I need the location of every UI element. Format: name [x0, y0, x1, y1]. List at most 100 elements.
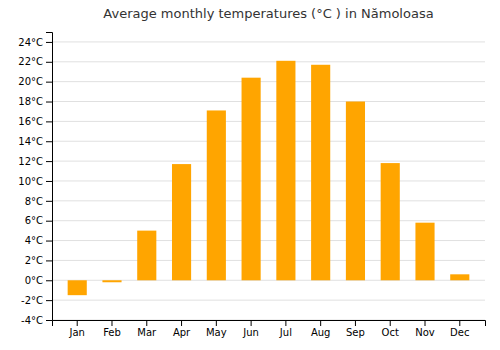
grid-line — [52, 41, 485, 42]
x-tick: Mar — [137, 320, 157, 338]
tick-mark — [181, 320, 182, 326]
tick-label: 6°C — [25, 215, 43, 226]
grid-line — [52, 161, 485, 162]
tick-label: Jan — [69, 327, 85, 338]
grid-line — [52, 121, 485, 122]
tick-mark — [355, 320, 356, 326]
bar — [102, 280, 121, 282]
grid-line — [52, 81, 485, 82]
tick-mark — [46, 42, 52, 43]
bar — [172, 164, 191, 280]
tick-mark — [46, 201, 52, 202]
tick-mark — [46, 82, 52, 83]
tick-label: Feb — [103, 327, 121, 338]
bar — [207, 110, 226, 280]
plot-area: -4°C -2°C 0°C 2°C 4°C 6°C 8°C 10°C 12°C 14°C 16°C 1… — [18, 33, 485, 339]
y-tick: 18°C — [18, 96, 52, 107]
tick-mark — [46, 221, 52, 222]
bar — [415, 223, 434, 281]
tick-mark — [46, 102, 52, 103]
tick-mark — [46, 161, 52, 162]
y-tick: -4°C — [21, 315, 52, 326]
x-tick: Apr — [173, 320, 191, 338]
tick-label: 22°C — [18, 56, 43, 67]
bar — [381, 163, 400, 280]
bar — [450, 274, 469, 280]
y-tick: -2°C — [21, 295, 52, 306]
y-tick: 22°C — [18, 56, 52, 67]
x-tick: Feb — [103, 320, 121, 338]
grid-line — [52, 200, 485, 201]
y-tick: 24°C — [18, 37, 52, 48]
bar — [137, 231, 156, 281]
tick-label: 16°C — [18, 116, 43, 127]
tick-label: -4°C — [21, 315, 43, 326]
tick-mark — [46, 280, 52, 281]
tick-mark — [46, 141, 52, 142]
grid-line — [52, 141, 485, 142]
chart-svg: -4°C -2°C 0°C 2°C 4°C 6°C 8°C 10°C 12°C 14°C 16°C 1… — [0, 0, 500, 350]
tick-label: Dec — [450, 327, 469, 338]
grid-line — [52, 61, 485, 62]
bars — [68, 61, 470, 295]
tick-label: Oct — [382, 327, 399, 338]
tick-mark — [46, 241, 52, 242]
grid-line — [52, 300, 485, 301]
x-tick: Jul — [279, 320, 292, 338]
y-tick: 4°C — [25, 235, 52, 246]
tick-label: -2°C — [21, 295, 43, 306]
tick-mark — [77, 320, 78, 326]
x-tick: Dec — [450, 320, 469, 338]
tick-label: Sep — [346, 327, 365, 338]
tick-label: Mar — [137, 327, 157, 338]
tick-mark — [46, 62, 52, 63]
x-tick: May — [206, 320, 227, 338]
y-tick: 14°C — [18, 136, 52, 147]
x-axis: Jan Feb Mar Apr May Jun Jul Aug Sep Oct Nov Dec — [53, 320, 486, 338]
tick-label: Jun — [242, 327, 259, 338]
tick-mark — [146, 320, 147, 326]
y-tick: 6°C — [25, 215, 52, 226]
tick-label: May — [206, 327, 227, 338]
chart-title: Average monthly temperatures (°C ) in Nă… — [103, 6, 433, 21]
tick-mark — [425, 320, 426, 326]
grid — [52, 42, 485, 320]
grid-line — [52, 101, 485, 102]
bar — [242, 78, 261, 281]
y-tick: 0°C — [25, 275, 52, 286]
chart-container: -4°C -2°C 0°C 2°C 4°C 6°C 8°C 10°C 12°C 14°C 16°C 1… — [0, 0, 500, 350]
tick-label: Nov — [415, 327, 435, 338]
x-tick: Oct — [382, 320, 399, 338]
tick-label: 12°C — [18, 156, 43, 167]
y-tick: 8°C — [25, 196, 52, 207]
tick-mark — [216, 320, 217, 326]
tick-mark — [390, 320, 391, 326]
tick-label: 20°C — [18, 76, 43, 87]
bar — [276, 61, 295, 280]
x-tick: Jan — [69, 320, 85, 338]
y-axis: -4°C -2°C 0°C 2°C 4°C 6°C 8°C 10°C 12°C 14°C 16°C 1… — [18, 33, 52, 326]
tick-label: Jul — [279, 327, 292, 338]
grid-line — [52, 220, 485, 221]
tick-mark — [459, 320, 460, 326]
tick-label: 14°C — [18, 136, 43, 147]
tick-label: 2°C — [25, 255, 43, 266]
y-tick: 16°C — [18, 116, 52, 127]
y-tick: 10°C — [18, 176, 52, 187]
tick-label: Aug — [311, 327, 331, 338]
x-tick: Nov — [415, 320, 435, 338]
axis-line — [53, 321, 486, 327]
tick-label: 8°C — [25, 196, 43, 207]
tick-mark — [285, 320, 286, 326]
tick-label: 4°C — [25, 235, 43, 246]
grid-line — [52, 180, 485, 181]
axis-line — [46, 33, 53, 321]
tick-mark — [46, 320, 52, 321]
y-tick: 20°C — [18, 76, 52, 87]
tick-label: 18°C — [18, 96, 43, 107]
tick-label: Apr — [173, 327, 191, 338]
tick-mark — [46, 260, 52, 261]
tick-mark — [251, 320, 252, 326]
x-tick: Aug — [311, 320, 331, 338]
tick-mark — [46, 181, 52, 182]
